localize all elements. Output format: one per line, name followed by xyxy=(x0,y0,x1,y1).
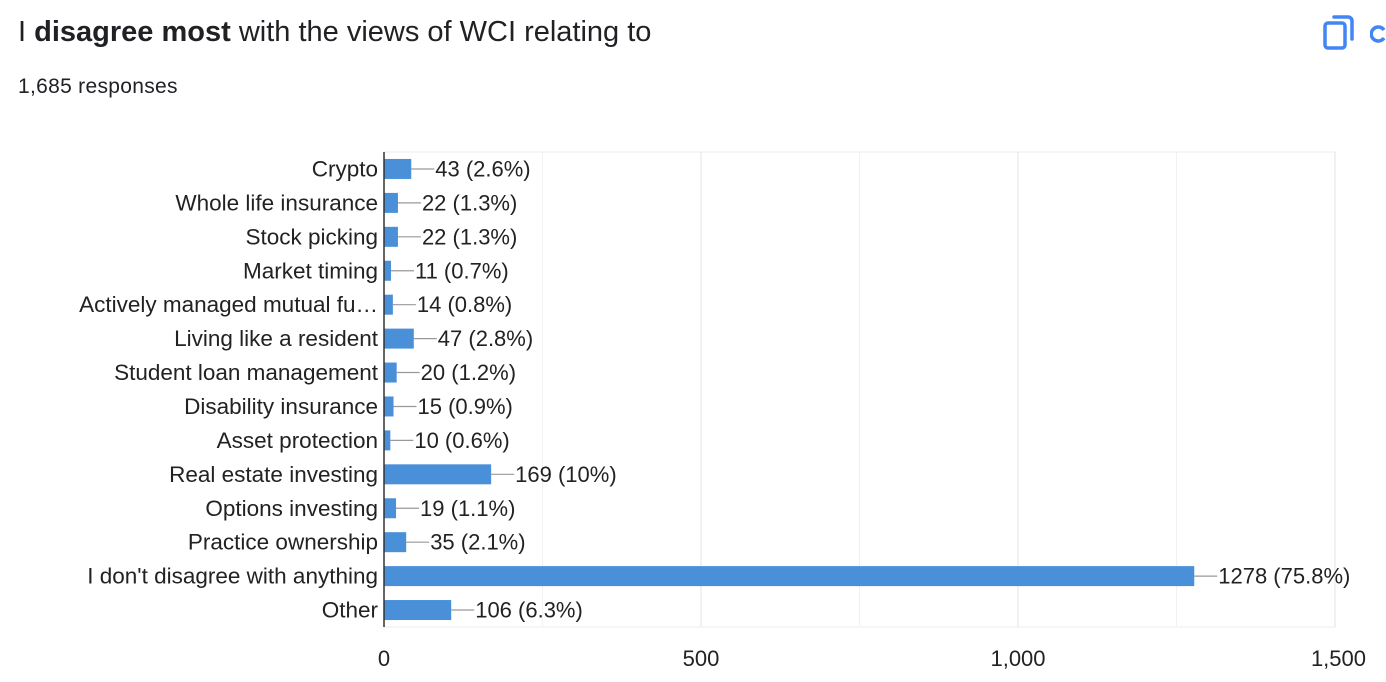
bar[interactable] xyxy=(384,226,398,247)
category-label: Practice ownership xyxy=(188,530,378,555)
category-label: Whole life insurance xyxy=(175,190,378,215)
value-label: 20 (1.2%) xyxy=(421,360,516,385)
value-label: 11 (0.7%) xyxy=(415,258,509,283)
category-label: Living like a resident xyxy=(174,326,379,351)
value-label: 106 (6.3%) xyxy=(475,598,583,623)
value-label: 22 (1.3%) xyxy=(422,190,517,215)
bar[interactable] xyxy=(384,362,397,383)
x-tick-label: 1,500 xyxy=(1311,646,1366,671)
value-label: 47 (2.8%) xyxy=(438,326,533,351)
category-label: Stock picking xyxy=(245,224,378,249)
bar[interactable] xyxy=(384,396,394,417)
value-label: 22 (1.3%) xyxy=(422,224,517,249)
bar[interactable] xyxy=(384,294,393,315)
category-label: Crypto xyxy=(312,156,378,181)
category-label: Actively managed mutual fu… xyxy=(79,292,378,317)
copy-icon xyxy=(1323,15,1354,50)
category-label: Student loan management xyxy=(114,360,379,385)
category-label: Other xyxy=(322,598,379,623)
x-tick-label: 500 xyxy=(683,646,720,671)
title-suffix: with the views of WCI relating to xyxy=(230,16,652,48)
value-label: 10 (0.6%) xyxy=(414,428,509,453)
chart-bars xyxy=(384,158,1195,621)
title-prefix: I xyxy=(18,16,35,48)
chart-axis: 0 500 1,000 1,500 xyxy=(378,152,1366,671)
bar[interactable] xyxy=(384,566,1195,587)
bar[interactable] xyxy=(384,464,492,485)
bar[interactable] xyxy=(384,192,398,213)
value-label: 14 (0.8%) xyxy=(417,292,512,317)
value-label: 15 (0.9%) xyxy=(418,394,513,419)
category-label: I don't disagree with anything xyxy=(87,564,378,589)
question-title: I disagree most with the views of WCI re… xyxy=(18,14,651,50)
more-icon xyxy=(1370,25,1386,43)
bar[interactable] xyxy=(384,532,407,553)
value-label: 19 (1.1%) xyxy=(420,496,515,521)
bar[interactable] xyxy=(384,260,391,281)
value-label: 35 (2.1%) xyxy=(430,530,525,555)
category-label: Asset protection xyxy=(217,428,378,453)
bar[interactable] xyxy=(384,498,397,519)
x-tick-label: 1,000 xyxy=(990,646,1045,671)
more-options-button[interactable] xyxy=(1370,8,1386,54)
value-label: 43 (2.6%) xyxy=(435,156,530,181)
category-label: Market timing xyxy=(243,258,378,283)
bar[interactable] xyxy=(384,600,452,621)
category-label: Disability insurance xyxy=(184,394,378,419)
x-tick-label: 0 xyxy=(378,646,390,671)
bar[interactable] xyxy=(384,430,391,451)
value-label: 1278 (75.8%) xyxy=(1218,564,1350,589)
bar[interactable] xyxy=(384,158,412,179)
copy-chart-button[interactable] xyxy=(1314,8,1360,54)
category-label: Real estate investing xyxy=(169,462,378,487)
value-label: 169 (10%) xyxy=(515,462,617,487)
response-count: 1,685 responses xyxy=(18,75,178,98)
chart-grid xyxy=(383,151,1336,628)
title-bold: disagree most xyxy=(34,16,231,48)
chart-labels: 43 (2.6%) Crypto 22 (1.3%) Whole life insur… xyxy=(79,156,1350,622)
category-label: Options investing xyxy=(205,496,378,521)
bar[interactable] xyxy=(384,328,414,349)
